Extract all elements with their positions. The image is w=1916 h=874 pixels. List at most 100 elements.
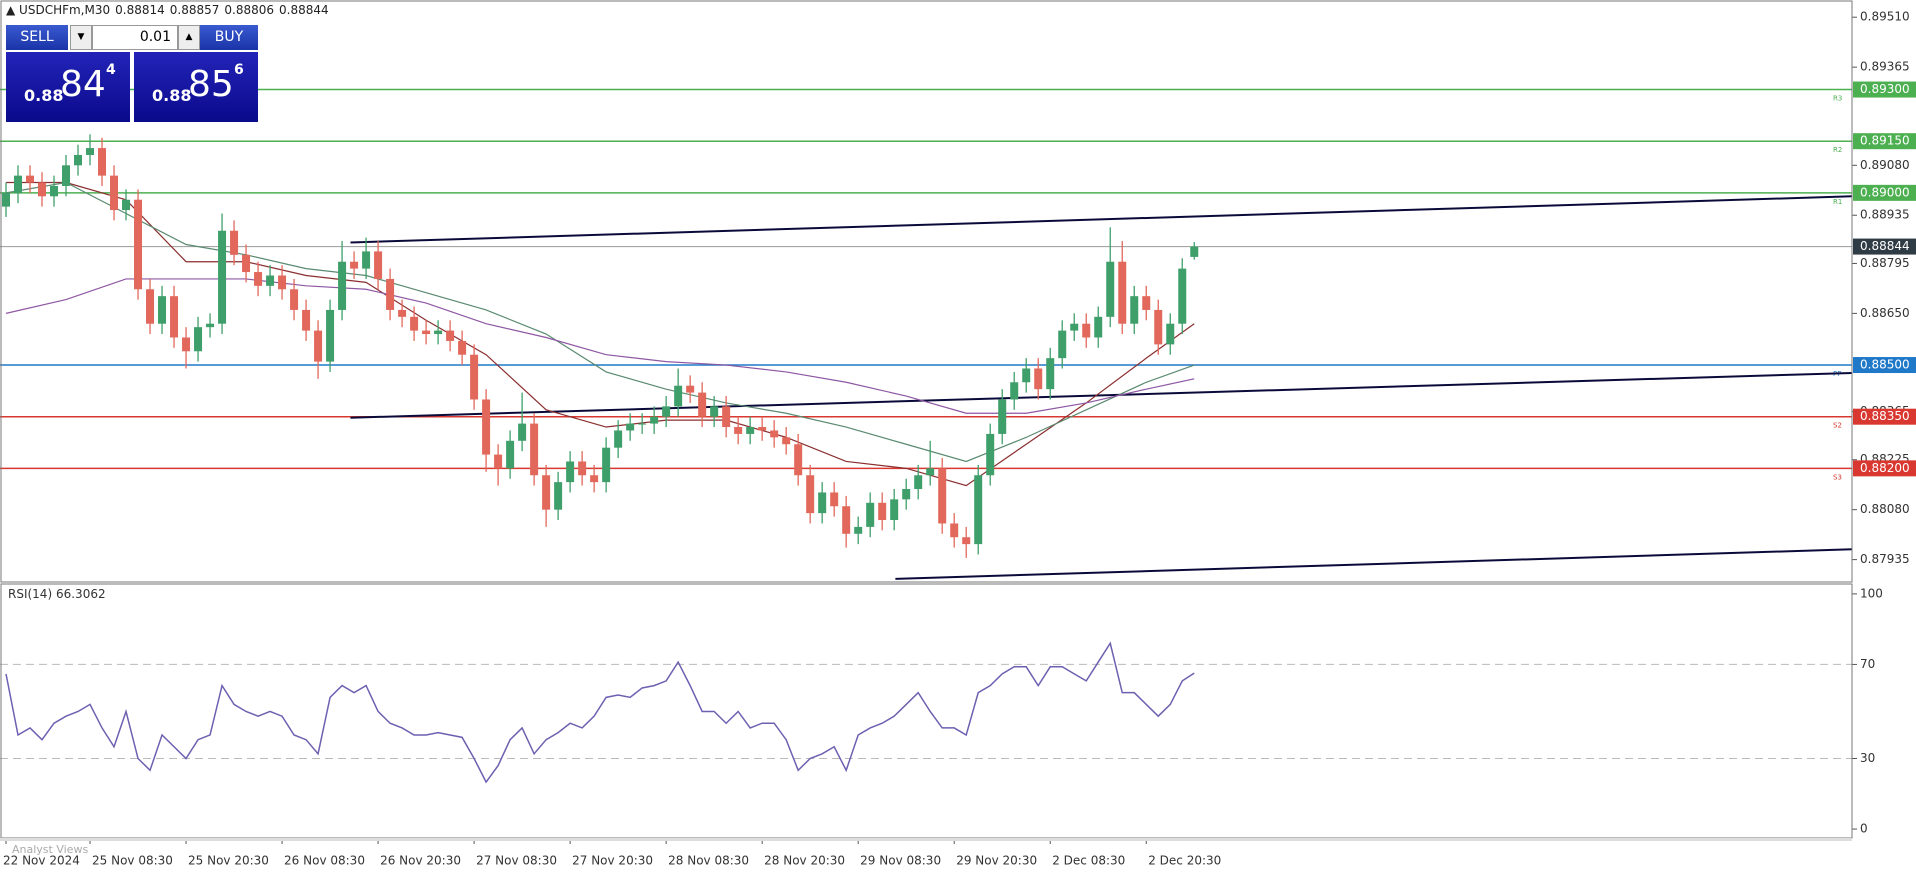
candle-body <box>278 275 287 290</box>
candle-body <box>134 199 143 290</box>
candle-body <box>506 440 515 469</box>
y-tick-label: 0 <box>1860 822 1868 836</box>
candle-body <box>578 461 587 476</box>
rsi-title: RSI(14) 66.3062 <box>8 587 106 601</box>
candle-body <box>194 327 203 352</box>
candle-body <box>362 251 371 269</box>
candle-body <box>1034 368 1043 390</box>
candle-body <box>470 354 479 400</box>
candle-body <box>602 447 611 483</box>
candle-body <box>1166 323 1175 345</box>
candle-body <box>266 275 275 286</box>
symbol: USDCHFm,M30 <box>19 3 111 17</box>
candle-body <box>1070 323 1079 331</box>
candle-body <box>914 475 923 490</box>
candle-body <box>386 278 395 310</box>
candle-body <box>938 468 947 524</box>
candle-body <box>290 289 299 310</box>
ask-big: 0.88 <box>152 86 192 105</box>
candle-body <box>254 272 263 286</box>
candle-body <box>746 427 755 434</box>
candle-body <box>974 475 983 545</box>
x-tick-label: 2 Dec 08:30 <box>1052 854 1125 868</box>
candle-body <box>782 437 791 445</box>
candle-body <box>14 175 23 193</box>
lot-up[interactable]: ▲ <box>178 25 200 50</box>
ohlc-open: 0.88814 <box>115 3 165 17</box>
bid-big: 0.88 <box>24 86 64 105</box>
y-tick-label: 0.89080 <box>1860 158 1910 172</box>
last-price-label: 0.88844 <box>1860 239 1910 253</box>
candle-body <box>878 502 887 521</box>
ask-main: 85 <box>188 64 234 105</box>
buy-button[interactable]: BUY <box>200 25 258 50</box>
rsi-panel-border <box>0 583 1853 839</box>
candle-body <box>566 461 575 483</box>
level-tag: S2 <box>1833 422 1842 430</box>
rsi-line <box>5 641 1195 784</box>
ask-box[interactable]: 0.88 85 6 <box>134 52 258 122</box>
candle-body <box>50 185 59 197</box>
y-tick-label: 0.88080 <box>1860 502 1910 516</box>
candle-body <box>1058 330 1067 359</box>
candle-body <box>494 454 503 469</box>
candle-body <box>698 392 707 417</box>
candle-body <box>314 330 323 362</box>
candle-body <box>482 399 491 455</box>
bid-box[interactable]: 0.88 84 4 <box>6 52 130 122</box>
candle-body <box>662 406 671 417</box>
candle-body <box>830 492 839 507</box>
candle-body <box>638 423 647 425</box>
x-tick-label: 25 Nov 20:30 <box>188 854 269 868</box>
candle-body <box>398 309 407 317</box>
x-tick-label: 29 Nov 08:30 <box>860 854 941 868</box>
trendline <box>895 548 1852 580</box>
y-tick-label: 0.88795 <box>1860 256 1910 270</box>
main-plot: R3R2R1PPS2S3 <box>0 88 1852 580</box>
candle-body <box>950 523 959 538</box>
candle-body <box>422 330 431 335</box>
candle-body <box>122 199 131 211</box>
candle-body <box>1082 323 1091 338</box>
candle-body <box>1046 358 1055 390</box>
candle-body <box>530 423 539 476</box>
candle-body <box>542 475 551 510</box>
level-label-box <box>1853 133 1916 150</box>
rsi-plot <box>0 641 1852 784</box>
x-tick-label: 28 Nov 20:30 <box>764 854 845 868</box>
ohlc-high: 0.88857 <box>169 3 220 17</box>
lot-down[interactable]: ▼ <box>70 25 92 50</box>
candle-body <box>794 444 803 476</box>
candle-body <box>554 482 563 510</box>
candle-body <box>326 309 335 362</box>
level-label-box <box>1853 460 1916 477</box>
y-tick-label: 0.88650 <box>1860 306 1910 320</box>
last-price-box <box>1853 238 1916 255</box>
footer-note: Analyst Views <box>12 843 88 856</box>
x-tick-label: 2 Dec 20:30 <box>1148 854 1221 868</box>
bid-small: 4 <box>106 62 116 78</box>
candle-body <box>734 427 743 434</box>
y-tick-label: 0.88935 <box>1860 208 1910 222</box>
candle-body <box>158 296 167 324</box>
level-label: 0.89300 <box>1860 82 1910 96</box>
candle-body <box>146 289 155 324</box>
ohlc-close: 0.88844 <box>279 3 329 17</box>
candle-body <box>242 254 251 273</box>
level-label-box <box>1853 408 1916 425</box>
lot-input[interactable]: 0.01 <box>92 25 178 50</box>
candle-body <box>2 192 11 207</box>
candle-body <box>674 385 683 407</box>
sell-button[interactable]: SELL <box>6 25 68 50</box>
candle-body <box>206 323 215 328</box>
candle-body <box>1118 261 1127 324</box>
level-label: 0.88500 <box>1860 358 1910 372</box>
y-tick-label: 0.89510 <box>1860 10 1910 24</box>
candle-body <box>1106 261 1115 317</box>
level-tag: S3 <box>1833 473 1842 481</box>
ohlc-low: 0.88806 <box>224 3 274 17</box>
candle-body <box>854 526 863 534</box>
candle-body <box>590 475 599 483</box>
ask-small: 6 <box>234 62 244 78</box>
candle-body <box>926 468 935 476</box>
